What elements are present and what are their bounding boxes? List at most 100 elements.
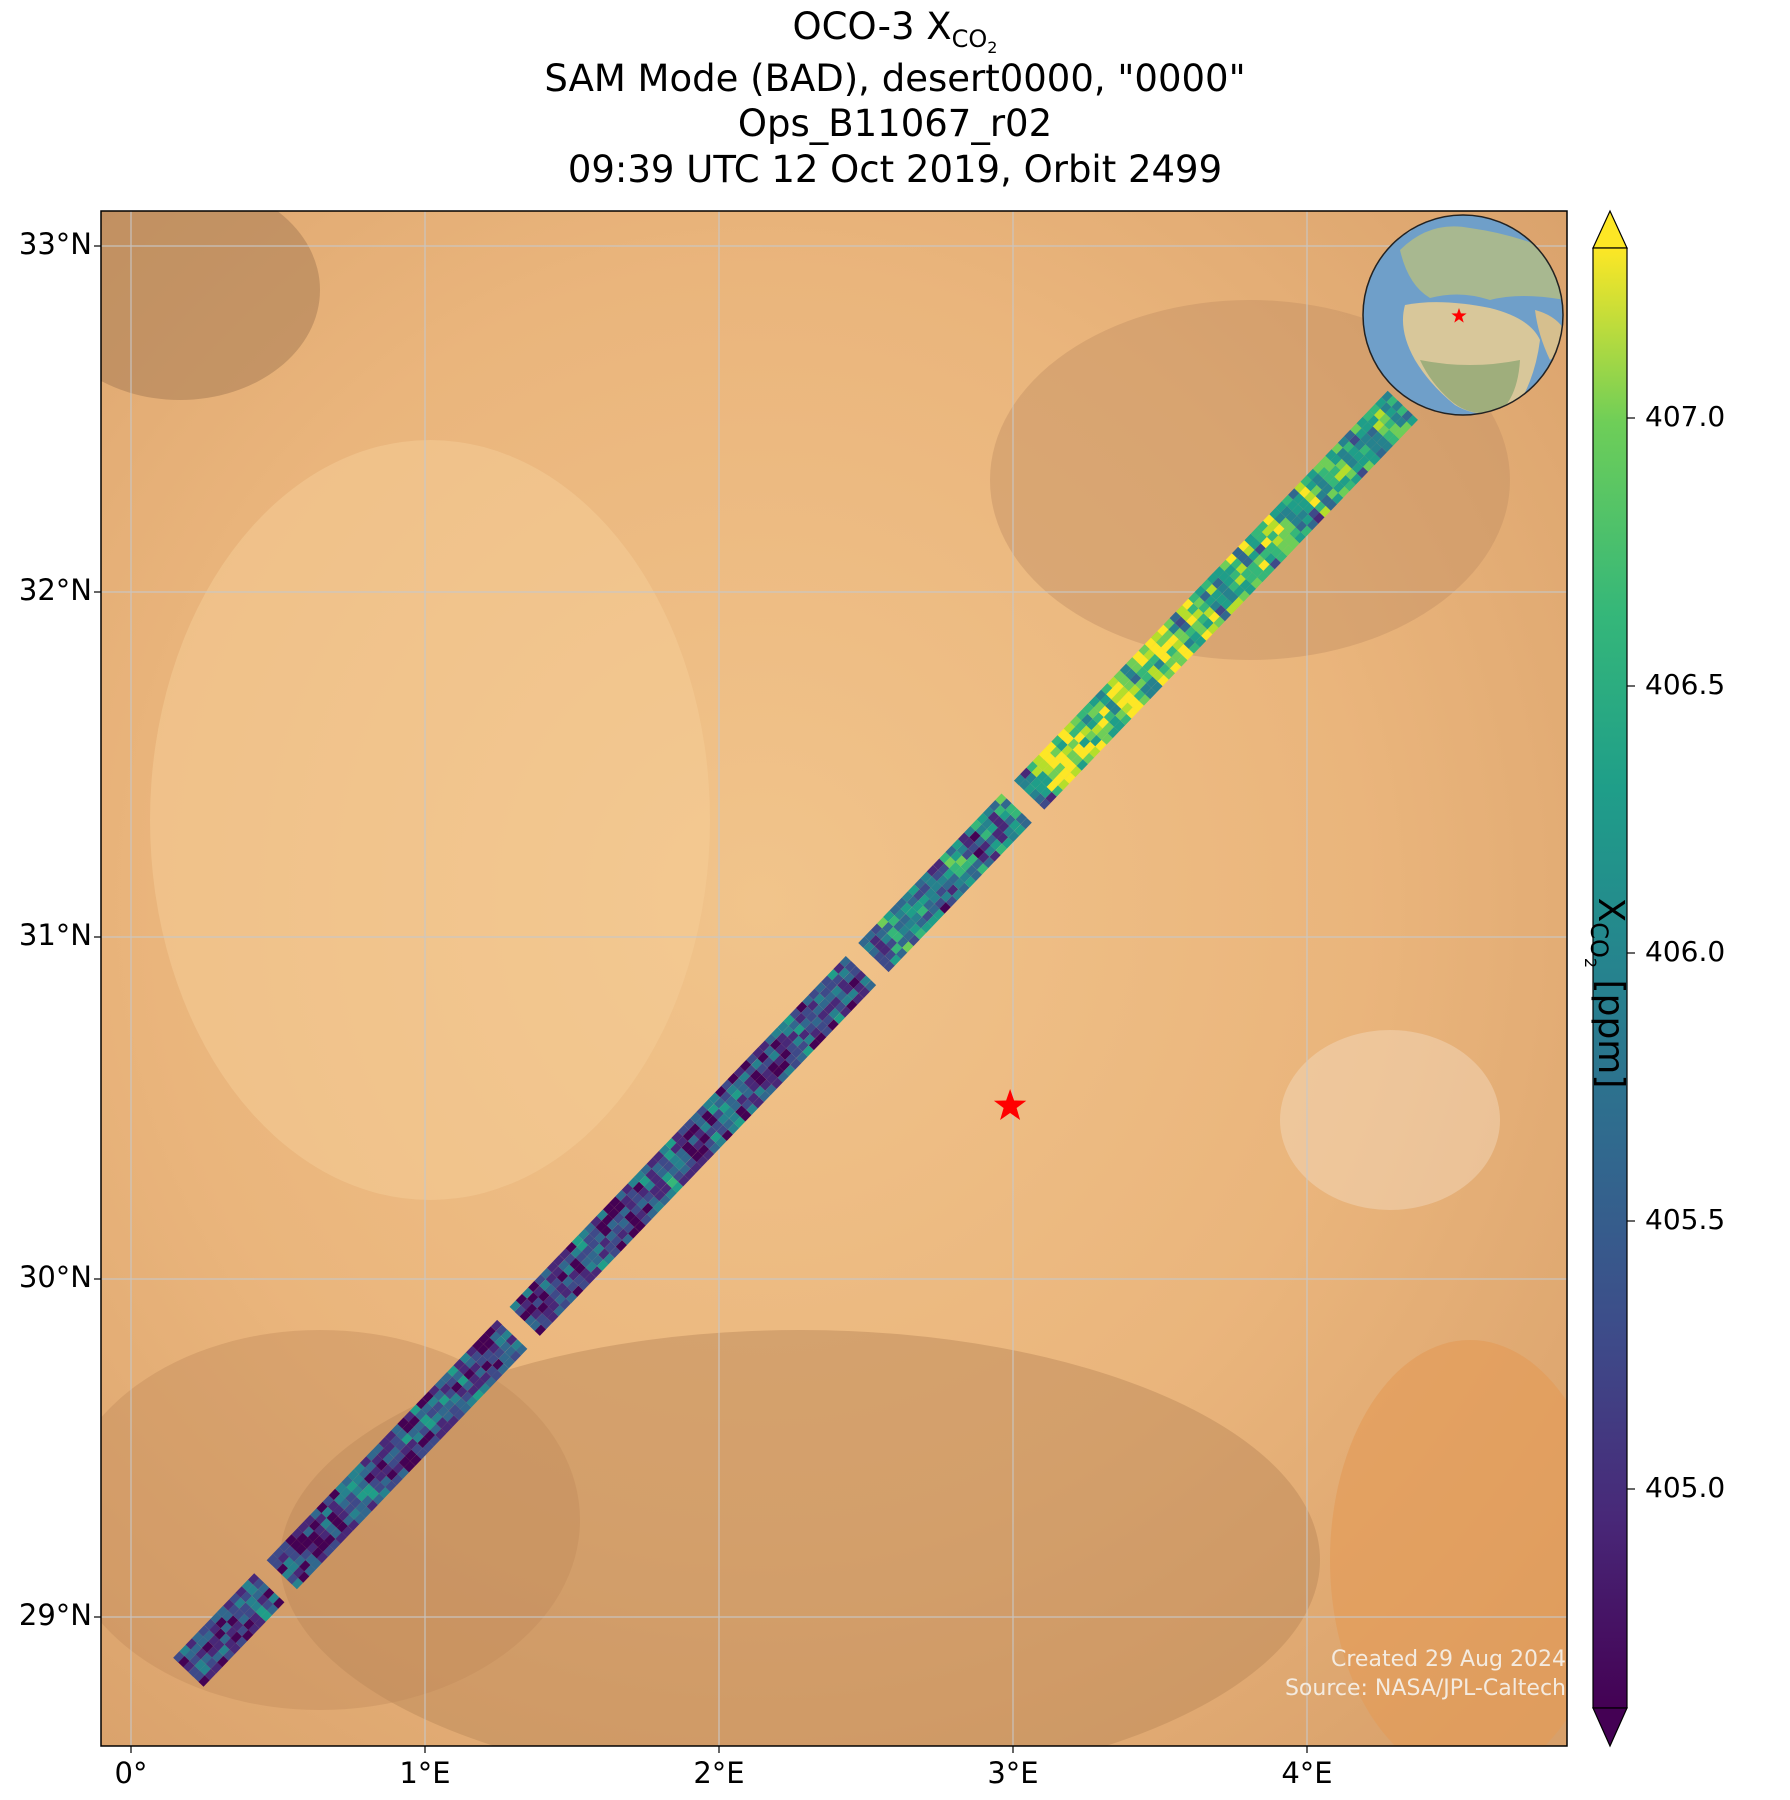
swath-sounding [917,905,929,917]
swath-sounding [238,1613,250,1626]
swath-sounding [1096,728,1108,740]
swath-sounding [975,824,987,836]
swath-sounding [659,1194,671,1206]
swath-sounding [509,1300,521,1312]
swath-sounding [296,1532,308,1544]
swath-sounding [1186,614,1198,627]
swath-sounding [534,1274,546,1286]
swath-sounding [802,1045,814,1057]
colorbar-label-4055: 405.5 [1645,1203,1726,1236]
swath-sounding [1294,481,1306,494]
swath-sounding [808,988,820,1000]
swath-sounding [220,1621,232,1634]
swath-sounding [715,1136,727,1148]
swath-sounding [1340,463,1352,476]
swath-sounding [578,1279,590,1291]
swath-sounding [1144,637,1157,649]
swath-sounding [1326,488,1339,500]
swath-sounding [554,1293,566,1306]
swath-sounding [1356,416,1368,429]
swath-sounding [403,1410,415,1423]
grid [101,211,1567,1746]
swath-sounding [905,907,918,919]
swath-sounding [199,1664,211,1676]
swath-sounding [297,1521,310,1533]
swath-sounding [1101,733,1113,745]
swath-sounding [384,1430,397,1442]
swath-sounding [514,1305,526,1317]
swath-sounding [812,1004,824,1016]
swath-sounding [715,1085,727,1098]
swath-sounding [1129,673,1142,685]
swath-sounding [1166,645,1178,658]
swath-sounding [1304,491,1316,503]
swath-sounding [672,1170,685,1182]
swath-sounding [1244,583,1257,596]
swath-sounding [951,839,963,851]
swath-sounding [540,1267,552,1280]
swath-sounding [474,1366,487,1379]
swath-sounding [1368,403,1381,416]
swath-sounding [570,1246,582,1259]
swath-sounding [827,1019,839,1031]
swath-sounding [210,1662,223,1674]
swath-sounding [970,819,982,831]
swath-sounding [600,1225,612,1237]
swath-sounding [1101,683,1113,695]
swath-sounding [1071,754,1083,766]
swath-sounding [1200,579,1213,591]
swath-sounding [1210,588,1223,601]
swath-sounding [466,1396,478,1408]
swath-sounding [1394,427,1406,440]
swath-sounding [976,813,988,825]
swath-sounding [1037,759,1050,771]
swath-sounding [330,1527,342,1539]
swath-sounding [1238,590,1250,602]
colorbar-label-4065: 406.5 [1645,668,1726,701]
swath-sounding [1300,475,1312,487]
swath-sounding [524,1314,536,1327]
lat-label-31: 31°N [18,918,92,952]
swath-sounding [880,933,893,945]
swath-sounding [768,1050,781,1062]
swath-sounding [666,1176,679,1189]
swath-sounding [949,861,961,874]
swath-sounding [1219,559,1231,572]
swath-sounding [1176,655,1188,667]
swath-sounding [731,1089,743,1101]
swath-sounding [1239,579,1252,591]
swath-sounding [874,939,886,952]
swath-sounding [472,1339,484,1351]
swath-sounding [559,1248,571,1260]
swath-sounding [618,1217,630,1229]
swath-sounding [994,804,1006,817]
swath-sounding [1067,738,1079,750]
swath-sounding [818,998,830,1010]
swath-sounding [838,967,850,979]
swath-sounding [984,845,996,857]
swath-sounding [1367,415,1380,427]
swath-sounding [705,1126,717,1138]
swath-sounding [317,1540,330,1552]
lon-label-3: 3°E [987,1756,1039,1790]
swath-sounding [1308,507,1320,519]
swath-sounding [1146,676,1158,688]
swath-sounding [1301,514,1314,526]
swath-sounding [312,1535,325,1548]
swath-sounding [920,921,933,934]
swath-sounding [299,1560,311,1572]
swath-sounding [457,1375,469,1387]
swath-sounding [294,1555,306,1567]
swath-sounding [1189,631,1202,643]
swath-sounding [1202,618,1214,630]
swath-sounding [286,1573,299,1585]
swath-sounding [234,1597,246,1609]
swath-sounding [717,1113,730,1125]
swath-sounding [961,848,974,861]
swath-sounding [477,1344,489,1356]
swath-sounding [398,1456,411,1468]
swath-sounding [349,1508,361,1520]
colorbar-gradient [1592,247,1628,1709]
swath-sounding [628,1227,640,1239]
swath-sounding [918,894,930,906]
